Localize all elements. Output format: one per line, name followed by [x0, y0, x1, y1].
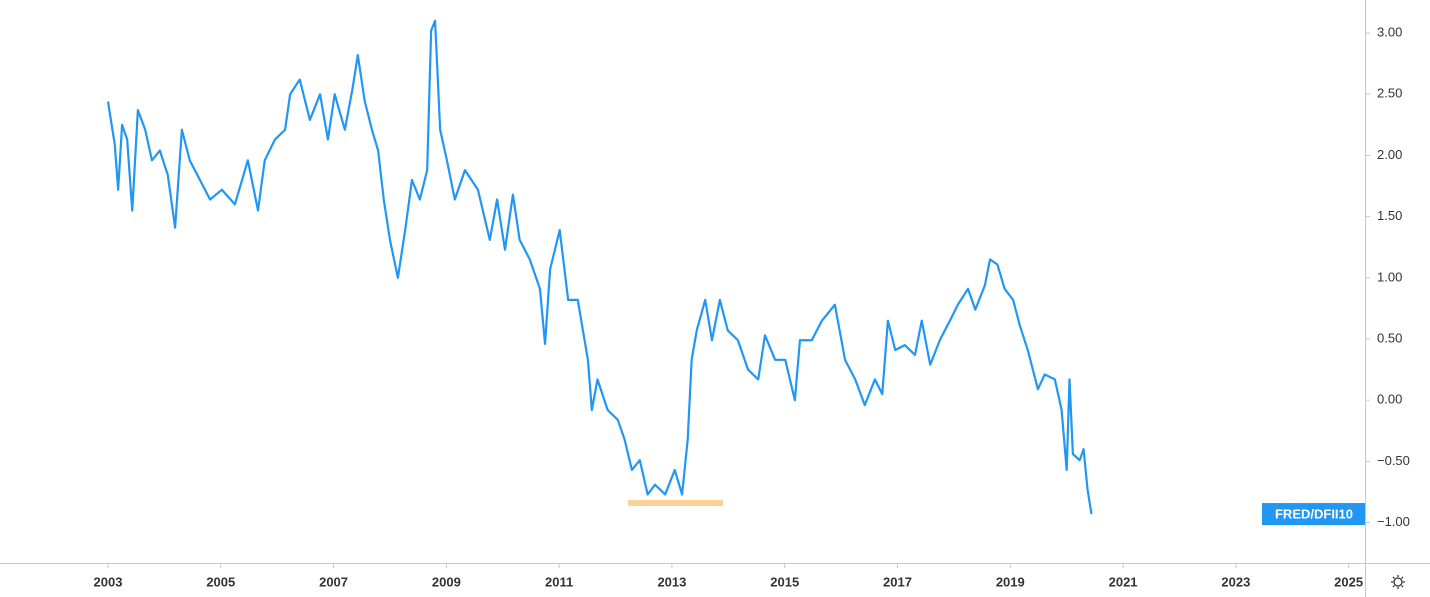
series-label: FRED/DFII10	[1275, 506, 1353, 521]
x-tick-label: 2021	[1109, 574, 1138, 589]
y-tick-label: 3.00	[1377, 24, 1402, 39]
x-tick-label: 2015	[770, 574, 799, 589]
x-tick-label: 2025	[1334, 574, 1363, 589]
y-tick-label: 2.50	[1377, 86, 1402, 101]
y-tick-label: −0.50	[1377, 453, 1410, 468]
x-tick-label: 2023	[1221, 574, 1250, 589]
x-tick-label: 2019	[996, 574, 1025, 589]
series-badge	[1262, 503, 1365, 526]
marker-band	[628, 500, 723, 506]
y-tick-label: 0.50	[1377, 330, 1402, 345]
y-tick-label: 2.00	[1377, 147, 1402, 162]
x-tick-label: 2003	[94, 574, 123, 589]
x-tick-label: 2017	[883, 574, 912, 589]
settings-icon[interactable]	[1391, 575, 1405, 589]
y-tick-label: −1.00	[1377, 514, 1410, 529]
y-tick-label: 1.00	[1377, 269, 1402, 284]
y-tick-label: 1.50	[1377, 208, 1402, 223]
x-tick-label: 2007	[319, 574, 348, 589]
x-tick-label: 2013	[657, 574, 686, 589]
x-tick-label: 2009	[432, 574, 461, 589]
line-series	[106, 19, 1093, 515]
x-tick-label: 2011	[545, 574, 573, 589]
x-tick-label: 2005	[206, 574, 235, 589]
y-tick-label: 0.00	[1377, 392, 1402, 407]
